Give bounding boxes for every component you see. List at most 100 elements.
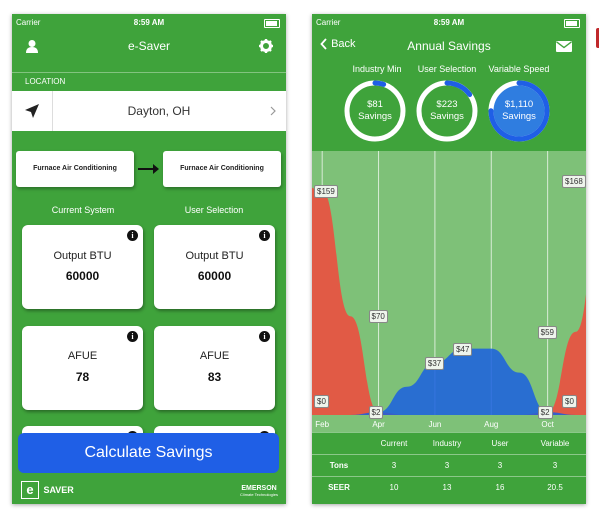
x-tick-label: Oct (541, 420, 554, 429)
adjacent-screen-edge (596, 28, 599, 48)
back-label: Back (331, 38, 356, 51)
user-afue-card[interactable]: i AFUE 83 (154, 326, 275, 410)
series-area (312, 348, 586, 415)
status-bar: Carrier 8:59 AM (12, 14, 286, 32)
arrow-right-icon (138, 164, 159, 174)
location-row[interactable]: Dayton, OH (12, 91, 286, 131)
data-label: $159 (314, 184, 338, 198)
table-cell: 10 (389, 483, 399, 492)
gear-icon[interactable] (259, 39, 273, 53)
card-label: Output BTU (185, 250, 244, 262)
ring-sub: Savings (358, 111, 392, 122)
logo-text: SAVER (43, 485, 74, 495)
battery-icon (264, 19, 280, 28)
data-label: $0 (562, 395, 577, 408)
ring-gauge (344, 80, 406, 142)
table-cell: 16 (495, 483, 505, 492)
annual-savings-chart: FebAprJunAugOctDec $159$0$70$2$37$47$59$… (312, 151, 586, 432)
user-selection-label: User Selection (184, 205, 244, 215)
ring-label-industry: Industry Min (352, 64, 402, 74)
emerson-logo: EMERSON Climate Technologies (240, 485, 278, 497)
info-icon[interactable]: i (127, 331, 138, 342)
data-label: $2 (537, 406, 553, 420)
envelope-icon[interactable] (556, 41, 572, 52)
x-tick-label: Aug (484, 420, 498, 429)
status-time: 8:59 AM (433, 18, 465, 27)
info-icon[interactable]: i (259, 230, 270, 241)
nav-bar: Back Annual Savings (312, 32, 586, 60)
data-label: $70 (368, 310, 388, 324)
current-system-label: Current System (51, 205, 115, 215)
card-label: AFUE (199, 350, 230, 362)
chevron-right-icon (270, 106, 276, 116)
carrier-label: Carrier (316, 18, 341, 27)
savings-ring-variable[interactable]: $1,110 Savings (486, 78, 552, 144)
savings-ring-user[interactable]: $223 Savings (414, 78, 480, 144)
card-label: AFUE (67, 350, 98, 362)
x-tick-label: Feb (315, 420, 329, 429)
ring-progress (344, 80, 406, 142)
savings-ring-industry[interactable]: $81 Savings (342, 78, 408, 144)
back-button[interactable]: Back (320, 38, 356, 54)
col-header: User (491, 439, 509, 448)
ring-progress (488, 80, 550, 142)
col-header: Current (380, 439, 408, 448)
card-value: 60000 (197, 269, 232, 283)
row-name: SEER (328, 483, 350, 492)
location-icon-cell (12, 91, 53, 131)
data-label: $59 (537, 325, 557, 339)
carrier-label: Carrier (16, 18, 41, 27)
brand-subtitle: Climate Technologies (240, 492, 278, 497)
table-cell: 3 (391, 461, 397, 470)
series-area (312, 187, 586, 415)
current-system-selector[interactable]: Furnace Air Conditioning (16, 151, 134, 187)
table-cell: 13 (442, 483, 452, 492)
user-output-btu-card[interactable]: i Output BTU 60000 (154, 225, 275, 309)
info-icon[interactable]: i (127, 230, 138, 241)
esaver-input-screen: Carrier 8:59 AM e-Saver LOCATION Dayton,… (12, 14, 286, 504)
location-arrow-icon[interactable] (24, 103, 40, 119)
brand-name: EMERSON (241, 485, 277, 492)
col-header: Industry (432, 439, 462, 448)
user-selection-selector[interactable]: Furnace Air Conditioning (163, 151, 281, 187)
table-row: Tons 3 3 3 3 (312, 454, 586, 477)
data-label: $47 (453, 342, 473, 356)
table-cell: 3 (552, 461, 558, 470)
ring-amount: $223 (436, 99, 458, 110)
row-name: Tons (329, 461, 349, 470)
battery-icon (564, 19, 580, 28)
status-bar: Carrier 8:59 AM (312, 14, 586, 32)
esaver-logo: e SAVER (21, 481, 74, 499)
ring-label-variable: Variable Speed (488, 64, 550, 74)
ring-gauge (416, 80, 478, 142)
current-afue-card[interactable]: i AFUE 78 (22, 326, 143, 410)
annual-savings-screen: Carrier 8:59 AM Back Annual Savings Indu… (312, 14, 586, 504)
chart-canvas: FebAprJunAugOctDec (312, 151, 586, 429)
ring-amount: $81 (367, 99, 383, 110)
card-value: 78 (75, 370, 90, 384)
user-icon[interactable] (25, 39, 39, 53)
screen-title: Annual Savings (407, 39, 491, 53)
chevron-left-icon (320, 38, 327, 50)
data-label: $168 (562, 175, 586, 188)
system-comparison-table: Current Industry User Variable Tons 3 3 … (312, 432, 586, 504)
col-header: Variable (540, 439, 570, 448)
location-header-bar: LOCATION (12, 72, 286, 91)
table-cell: 3 (444, 461, 450, 470)
calculate-savings-button[interactable]: Calculate Savings (18, 433, 279, 473)
ring-label-user: User Selection (417, 64, 477, 74)
footer-bar: e SAVER EMERSON Climate Technologies (12, 476, 286, 504)
logo-mark: e (21, 481, 39, 499)
ring-sub: Savings (430, 111, 464, 122)
ring-sub: Savings (502, 111, 536, 122)
table-cell: 20.5 (547, 483, 563, 492)
location-header: LOCATION (25, 77, 66, 86)
info-icon[interactable]: i (259, 331, 270, 342)
card-label: Output BTU (53, 250, 112, 262)
card-value: 83 (207, 370, 222, 384)
table-cell: 3 (497, 461, 503, 470)
current-output-btu-card[interactable]: i Output BTU 60000 (22, 225, 143, 309)
x-tick-label: Apr (372, 420, 385, 429)
x-tick-label: Jun (428, 420, 441, 429)
status-time: 8:59 AM (133, 18, 165, 27)
